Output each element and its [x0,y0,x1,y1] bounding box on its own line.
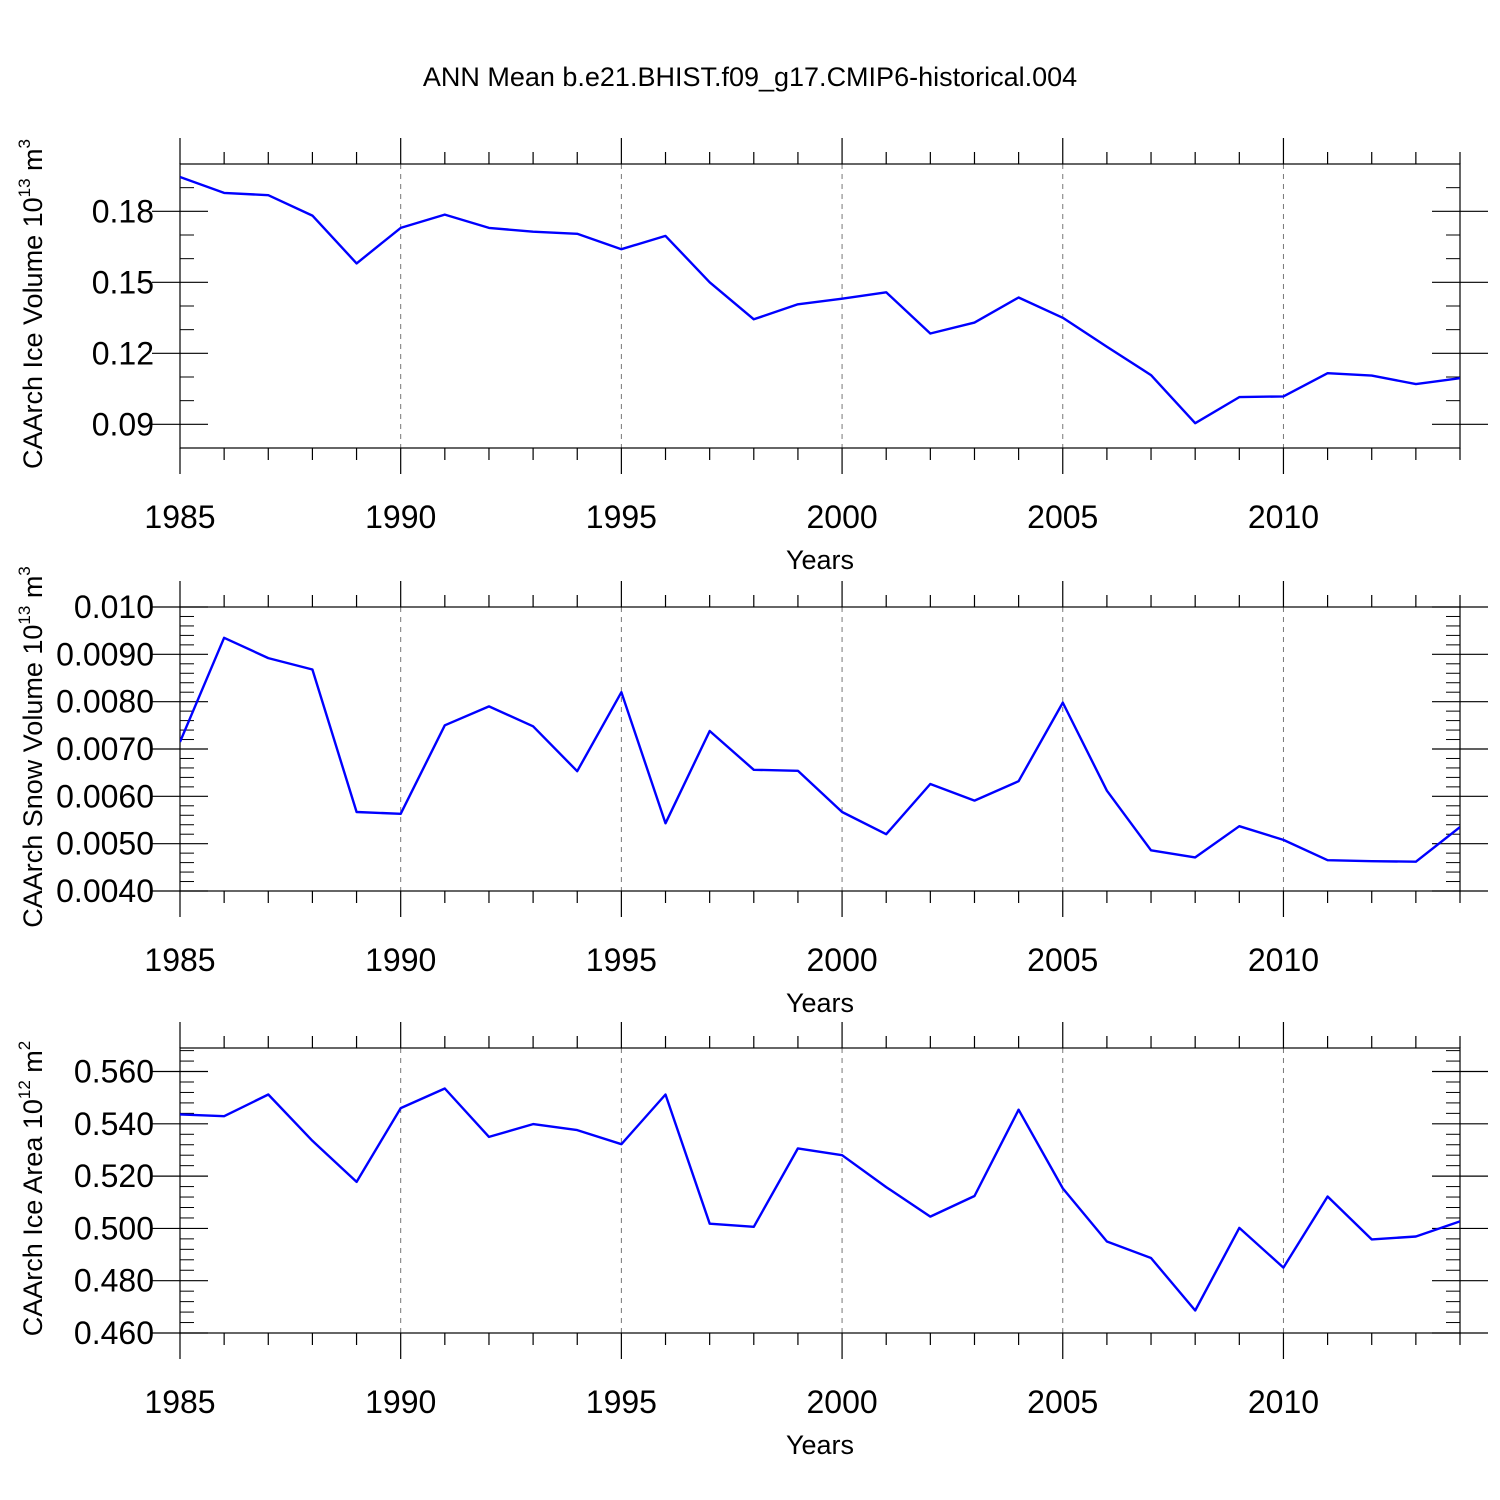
y-axis-label-unit: m [18,148,48,178]
x-tick-label: 1985 [144,1384,215,1420]
x-tick-label: 1995 [586,942,657,978]
y-tick-label: 0.480 [74,1263,154,1299]
chart-panel-2: 0.0040 0.0050 0.0060 0.0070 0.0080 0.0090 0.01… [15,566,1488,1018]
y-axis-label-unit: m [18,1050,48,1080]
x-tick-label: 2000 [806,499,877,535]
y-tick-label: 0.0070 [56,731,154,767]
y-tick-label: 0.460 [74,1315,154,1351]
y-tick-label: 0.520 [74,1158,154,1194]
x-tick-label: 1995 [586,1384,657,1420]
x-tick-label: 2010 [1248,942,1319,978]
y-axis-label: CAArch Ice Volume 1013 m3 [15,139,48,469]
y-tick-label: 0.010 [74,589,154,625]
plot-frame [179,1047,1461,1334]
y-axis-label-main: CAArch Ice Area 10 [18,1099,48,1336]
y-tick-label: 0.09 [92,406,154,442]
x-tick-label: 2005 [1027,499,1098,535]
chart-panel-1: 0.09 0.12 0.15 0.18 1985 1990 1995 2000 2005 2010… [15,138,1488,575]
y-tick-label: 0.0050 [56,826,154,862]
x-tick-label: 1990 [365,499,436,535]
y-axis-label-exponent: 13 [15,178,34,197]
y-axis-label-main: CAArch Ice Volume 10 [18,197,48,469]
y-axis-label-unit-exponent: 3 [15,139,34,148]
x-tick-label: 1985 [144,942,215,978]
y-axis-label-unit: m [18,576,48,606]
x-tick-label: 1990 [365,1384,436,1420]
y-axis-label-main: CAArch Snow Volume 10 [18,625,48,928]
y-axis-label-exponent: 12 [15,1080,34,1099]
x-tick-label: 2005 [1027,1384,1098,1420]
y-axis-label-unit-exponent: 3 [15,566,34,575]
figure-title: ANN Mean b.e21.BHIST.f09_g17.CMIP6-histo… [422,62,1078,92]
chart-panel-3: 0.460 0.480 0.500 0.520 0.540 0.560 1985 1990 19… [15,1022,1488,1460]
x-tick-label: 2005 [1027,942,1098,978]
plot-frame [179,606,1461,892]
y-tick-label: 0.500 [74,1210,154,1246]
y-tick-label: 0.0090 [56,636,154,672]
x-tick-label: 2010 [1248,1384,1319,1420]
x-tick-label: 1990 [365,942,436,978]
series-line [180,1087,1460,1312]
x-axis-label: Years [786,988,854,1018]
y-axis-label-unit-exponent: 2 [15,1041,34,1050]
x-axis-label: Years [786,545,854,575]
x-tick-label: 1995 [586,499,657,535]
x-axis-label: Years [786,1430,854,1460]
y-axis-label-exponent: 13 [15,606,34,625]
y-tick-label: 0.0060 [56,778,154,814]
x-tick-label: 2000 [806,942,877,978]
y-tick-label: 0.0080 [56,684,154,720]
series-line [180,636,1460,863]
y-tick-label: 0.12 [92,335,154,371]
x-tick-label: 2000 [806,1384,877,1420]
y-tick-label: 0.560 [74,1054,154,1090]
x-tick-label: 1985 [144,499,215,535]
y-axis-label: CAArch Snow Volume 1013 m3 [15,566,48,928]
series-line [180,175,1460,425]
y-tick-label: 0.0040 [56,873,154,909]
y-tick-label: 0.18 [92,193,154,229]
y-axis-label: CAArch Ice Area 1012 m2 [15,1041,48,1337]
y-tick-label: 0.540 [74,1106,154,1142]
plot-frame [179,163,1461,449]
y-tick-label: 0.15 [92,264,154,300]
x-tick-label: 2010 [1248,499,1319,535]
